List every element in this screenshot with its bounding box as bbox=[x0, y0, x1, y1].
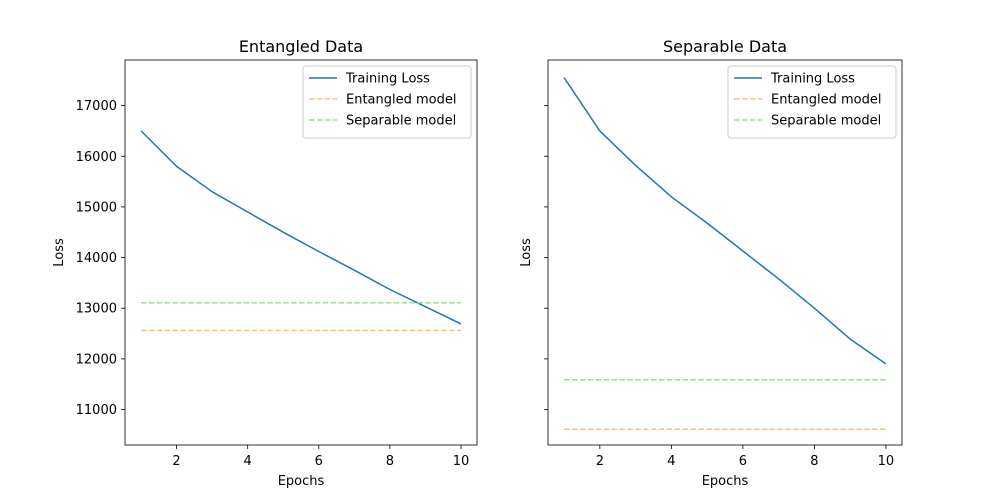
legend: Training Loss Entangled model Separable mo… bbox=[727, 65, 897, 139]
legend-label: Separable model bbox=[346, 114, 456, 129]
x-tick-label: 6 bbox=[739, 454, 747, 469]
y-tick-label: 12000 bbox=[76, 352, 117, 367]
x-axis-label: Epochs bbox=[278, 474, 325, 489]
y-tick-label: 14000 bbox=[76, 251, 117, 266]
legend-label: Entangled model bbox=[346, 93, 456, 108]
axes-frame bbox=[124, 59, 478, 446]
series-group bbox=[140, 130, 462, 332]
legend-label: Training Loss bbox=[770, 72, 855, 87]
series-line-training-loss bbox=[563, 77, 887, 365]
x-tick-label: 8 bbox=[810, 454, 818, 469]
y-tick-label: 11000 bbox=[76, 403, 117, 418]
x-tick-label: 8 bbox=[386, 454, 394, 469]
series-group bbox=[563, 77, 887, 431]
chart-title: Separable Data bbox=[663, 37, 787, 56]
y-tick-label: 15000 bbox=[76, 200, 117, 215]
chart-panel-1: 2 4 6 8 10 11000 12000 13000 14000 15000 16000 1700… bbox=[52, 37, 478, 489]
x-tick-label: 4 bbox=[244, 454, 252, 469]
y-axis-label: Loss bbox=[52, 238, 67, 267]
x-tick-label: 2 bbox=[596, 454, 604, 469]
legend-label: Training Loss bbox=[345, 72, 430, 87]
axes-frame bbox=[547, 59, 903, 446]
series-line-training-loss bbox=[140, 130, 462, 325]
chart-panel-2: 2 4 6 8 10 Separable Data Epochs Loss Training L… bbox=[519, 37, 903, 489]
legend-box bbox=[302, 65, 472, 139]
x-tick-label: 10 bbox=[878, 454, 895, 469]
x-tick-label: 4 bbox=[667, 454, 675, 469]
y-tick-label: 16000 bbox=[76, 150, 117, 165]
x-tick-label: 2 bbox=[172, 454, 180, 469]
legend-box bbox=[727, 65, 897, 139]
chart-title: Entangled Data bbox=[239, 37, 363, 56]
x-axis-label: Epochs bbox=[702, 474, 749, 489]
y-axis-label: Loss bbox=[519, 238, 534, 267]
y-tick-label: 17000 bbox=[76, 99, 117, 114]
legend-label: Separable model bbox=[771, 114, 881, 129]
x-tick-label: 10 bbox=[453, 454, 470, 469]
legend: Training Loss Entangled model Separable mo… bbox=[302, 65, 472, 139]
x-tick-label: 6 bbox=[315, 454, 323, 469]
legend-label: Entangled model bbox=[771, 93, 881, 108]
y-tick-label: 13000 bbox=[76, 302, 117, 317]
